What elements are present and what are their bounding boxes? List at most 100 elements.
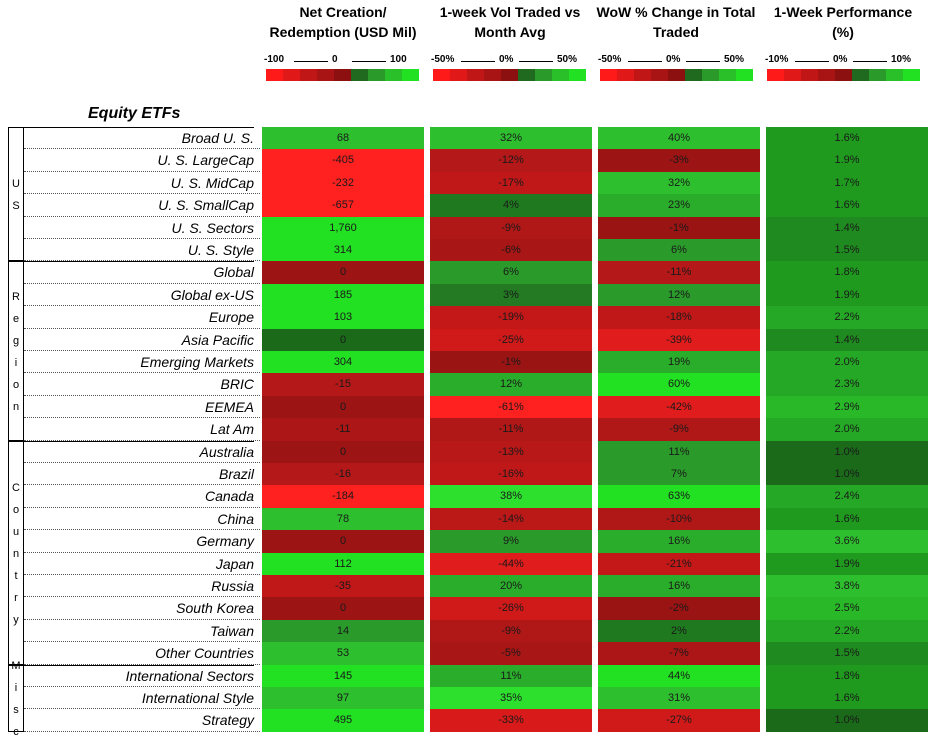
row-label: Asia Pacific [24, 329, 260, 351]
table-row: Australia 0 -13% 11% 1.0% [8, 440, 932, 463]
cell-performance: 1.0% [766, 440, 928, 463]
cell-wow_change: 6% [598, 239, 760, 262]
table-row: Lat Am -11 -11% -9% 2.0% [8, 418, 932, 441]
row-label: Europe [24, 306, 260, 329]
legend-arrow-left [628, 61, 662, 62]
cell-net_creation: -11 [262, 418, 424, 441]
group-letter: i [14, 682, 18, 695]
cell-performance: 1.5% [766, 642, 928, 665]
cell-performance: 2.5% [766, 597, 928, 620]
row-label: Canada [24, 485, 260, 508]
legend-swatch [719, 69, 736, 81]
cell-vol_vs_avg: -33% [430, 709, 592, 732]
row-label: Other Countries [24, 642, 260, 665]
cell-vol_vs_avg: 38% [430, 485, 592, 508]
legend-max-label: 10% [891, 54, 912, 65]
group-letter: C [12, 481, 20, 494]
cell-performance: 3.8% [766, 575, 928, 598]
legend-swatch [535, 69, 552, 81]
cell-vol_vs_avg: -5% [430, 642, 592, 665]
cell-performance: 2.2% [766, 619, 928, 643]
cell-performance: 2.3% [766, 373, 928, 396]
cell-vol_vs_avg: -61% [430, 395, 592, 419]
legend-swatch [784, 69, 801, 81]
table-row: Global ex-US 185 3% 12% 1.9% [8, 283, 932, 307]
legend-swatch [402, 69, 419, 81]
group-letter: S [12, 200, 20, 213]
section-title: Equity ETFs [88, 105, 181, 122]
legend-max-label: 100 [390, 54, 407, 65]
legend-swatch [685, 69, 702, 81]
cell-wow_change: 19% [598, 351, 760, 374]
legend-swatch [450, 69, 467, 81]
table-row: South Korea 0 -26% -2% 2.5% [8, 597, 932, 620]
group-letter: i [14, 356, 18, 369]
row-label: Japan [24, 553, 260, 575]
table-row: Germany 0 9% 16% 3.6% [8, 530, 932, 553]
row-label: Global [24, 261, 260, 284]
column-header-performance: 1-Week Performance (%) [773, 4, 913, 40]
cell-vol_vs_avg: -11% [430, 418, 592, 441]
cell-wow_change: 2% [598, 619, 760, 643]
legend-swatch [600, 69, 617, 81]
group-letter: r [14, 591, 18, 604]
cell-performance: 1.4% [766, 328, 928, 351]
legend-swatch [569, 69, 586, 81]
cell-vol_vs_avg: 35% [430, 687, 592, 710]
cell-net_creation: -405 [262, 149, 424, 172]
cell-wow_change: 7% [598, 463, 760, 486]
table-row: Europe 103 -19% -18% 2.2% [8, 306, 932, 329]
cell-performance: 1.9% [766, 283, 928, 307]
table-row: Broad U. S. 68 32% 40% 1.6% [8, 127, 932, 150]
cell-wow_change: -18% [598, 306, 760, 329]
group-letter: c [13, 726, 19, 739]
cell-net_creation: 0 [262, 530, 424, 553]
cell-performance: 2.2% [766, 306, 928, 329]
cell-performance: 1.9% [766, 149, 928, 172]
cell-performance: 1.4% [766, 216, 928, 239]
cell-wow_change: -9% [598, 418, 760, 441]
legend-swatch [283, 69, 300, 81]
cell-wow_change: 40% [598, 127, 760, 150]
table-row: Taiwan 14 -9% 2% 2.2% [8, 619, 932, 643]
legend-swatch [736, 69, 753, 81]
table-row: Russia -35 20% 16% 3.8% [8, 575, 932, 598]
row-label: U. S. Style [24, 239, 260, 262]
cell-vol_vs_avg: -19% [430, 306, 592, 329]
legend-swatch [818, 69, 835, 81]
cell-performance: 1.0% [766, 709, 928, 732]
legend-min-label: -100 [264, 54, 285, 65]
legend-swatch [651, 69, 668, 81]
cell-vol_vs_avg: -1% [430, 351, 592, 374]
legend-max-label: 50% [724, 54, 745, 65]
cell-net_creation: -16 [262, 463, 424, 486]
cell-wow_change: 63% [598, 485, 760, 508]
table-row: Asia Pacific 0 -25% -39% 1.4% [8, 328, 932, 351]
legend-swatch [433, 69, 450, 81]
cell-net_creation: 1,760 [262, 216, 424, 239]
row-label: U. S. MidCap [24, 172, 260, 195]
column-header-wow_change: WoW % Change in Total Traded [596, 4, 756, 40]
cell-performance: 1.6% [766, 194, 928, 217]
table-row: Global 0 6% -11% 1.8% [8, 261, 932, 284]
legend-swatch [351, 69, 368, 81]
table-row: Other Countries 53 -5% -7% 1.5% [8, 642, 932, 665]
cell-net_creation: 103 [262, 306, 424, 329]
table-row: Japan 112 -44% -21% 1.9% [8, 552, 932, 575]
group-letter: t [14, 569, 18, 582]
group-letter: s [13, 704, 19, 717]
legend-arrow-right [352, 61, 386, 62]
group-letter: e [12, 312, 20, 325]
row-label: U. S. SmallCap [24, 194, 260, 217]
cell-net_creation: -657 [262, 194, 424, 217]
group-letter: n [12, 547, 20, 560]
row-label: U. S. Sectors [24, 217, 260, 239]
cell-net_creation: 78 [262, 507, 424, 531]
legend-swatch [801, 69, 818, 81]
legend-mid-label: 0 [332, 54, 338, 65]
cell-performance: 1.5% [766, 239, 928, 262]
legend-min-label: -50% [598, 54, 622, 65]
legend-swatch [518, 69, 535, 81]
